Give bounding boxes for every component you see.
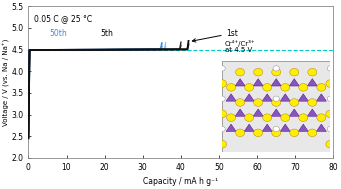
Text: Cr/TiO₆: Cr/TiO₆ <box>276 125 330 144</box>
Text: at 4.5 V: at 4.5 V <box>225 47 252 53</box>
Y-axis label: Voltage / V (vs. Na / Na⁺): Voltage / V (vs. Na / Na⁺) <box>3 38 10 126</box>
Text: 5th: 5th <box>101 29 114 38</box>
Text: 1st: 1st <box>192 29 238 42</box>
Text: 50th: 50th <box>49 29 67 38</box>
Text: 0.05 C @ 25 °C: 0.05 C @ 25 °C <box>34 14 92 23</box>
Text: Cr⁴⁺/Cr³⁺: Cr⁴⁺/Cr³⁺ <box>225 40 255 47</box>
X-axis label: Capacity / mA h g⁻¹: Capacity / mA h g⁻¹ <box>143 177 219 186</box>
